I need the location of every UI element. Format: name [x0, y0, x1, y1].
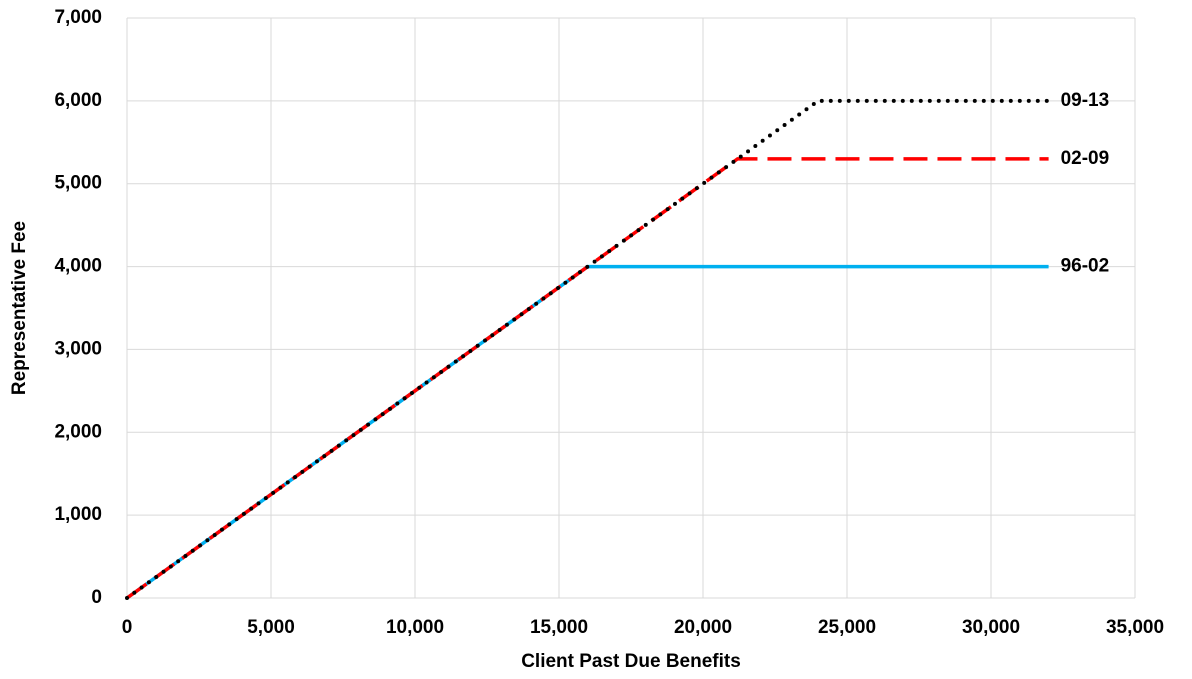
- y-tick-label: 6,000: [54, 90, 102, 111]
- y-tick-label: 7,000: [54, 7, 102, 28]
- y-tick-label: 5,000: [54, 173, 102, 194]
- y-tick-label: 1,000: [54, 504, 102, 525]
- series-label: 02-09: [1061, 148, 1110, 169]
- y-tick-label: 4,000: [54, 256, 102, 277]
- y-tick-label: 2,000: [54, 421, 102, 442]
- series-line: [125, 157, 1049, 600]
- series-label: 96-02: [1061, 256, 1110, 277]
- series-label: 09-13: [1061, 90, 1110, 111]
- x-tick-label: 10,000: [386, 617, 444, 638]
- x-tick-label: 15,000: [530, 617, 588, 638]
- y-tick-label: 0: [91, 587, 102, 608]
- x-tick-label: 5,000: [247, 617, 295, 638]
- x-tick-label: 0: [122, 617, 133, 638]
- x-tick-label: 25,000: [818, 617, 876, 638]
- x-axis-title: Client Past Due Benefits: [521, 651, 741, 672]
- x-tick-label: 30,000: [962, 617, 1020, 638]
- x-tick-label: 35,000: [1106, 617, 1164, 638]
- y-tick-label: 3,000: [54, 338, 102, 359]
- x-tick-label: 20,000: [674, 617, 732, 638]
- y-axis-title: Representative Fee: [9, 221, 30, 395]
